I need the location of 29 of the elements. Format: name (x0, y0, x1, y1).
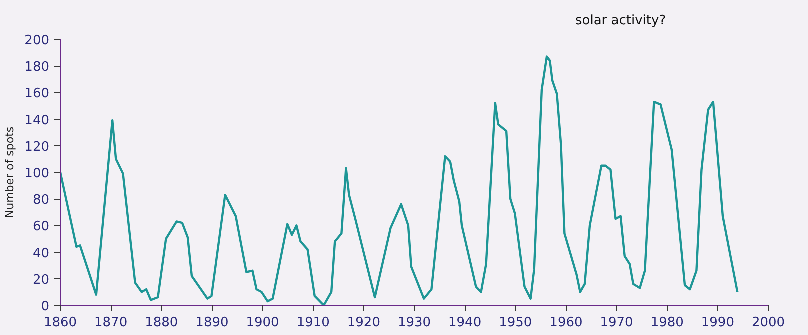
x-tick-label: 1870 (94, 316, 128, 330)
x-tick-label: 1880 (145, 316, 178, 330)
x-tick-label: 1960 (550, 316, 583, 330)
x-tick-label: 1860 (44, 316, 78, 330)
x-tick-label: 2000 (752, 316, 786, 330)
y-tick-label: 40 (32, 246, 50, 262)
x-tick-label: 1950 (499, 316, 532, 330)
y-tick-label: 60 (32, 220, 50, 235)
y-axis-title: Number of spots (4, 126, 17, 218)
y-tick-label: 200 (24, 34, 50, 48)
x-tick-label: 1930 (398, 316, 432, 330)
x-tick-label: 1980 (650, 316, 684, 330)
x-tick-label: 1940 (448, 316, 482, 330)
x-tick-label: 1920 (347, 316, 380, 330)
x-tick-label: 1970 (600, 316, 634, 330)
x-tick-label: 1890 (196, 316, 229, 330)
y-tick-label: 20 (32, 272, 50, 288)
y-tick-label: 120 (24, 140, 50, 155)
x-tick-label: 1990 (701, 316, 734, 330)
y-tick-label: 0 (41, 300, 50, 314)
y-tick-label: 160 (24, 86, 50, 102)
y-tick-label: 180 (24, 60, 50, 76)
line-series (60, 56, 739, 306)
y-tick-label: 80 (32, 193, 50, 208)
text: solar activity? (576, 14, 666, 28)
x-tick-label: 1910 (296, 316, 330, 330)
y-tick-label: 100 (24, 166, 50, 182)
x-tick-label: 1900 (246, 316, 280, 330)
y-tick-label: 140 (24, 113, 50, 128)
